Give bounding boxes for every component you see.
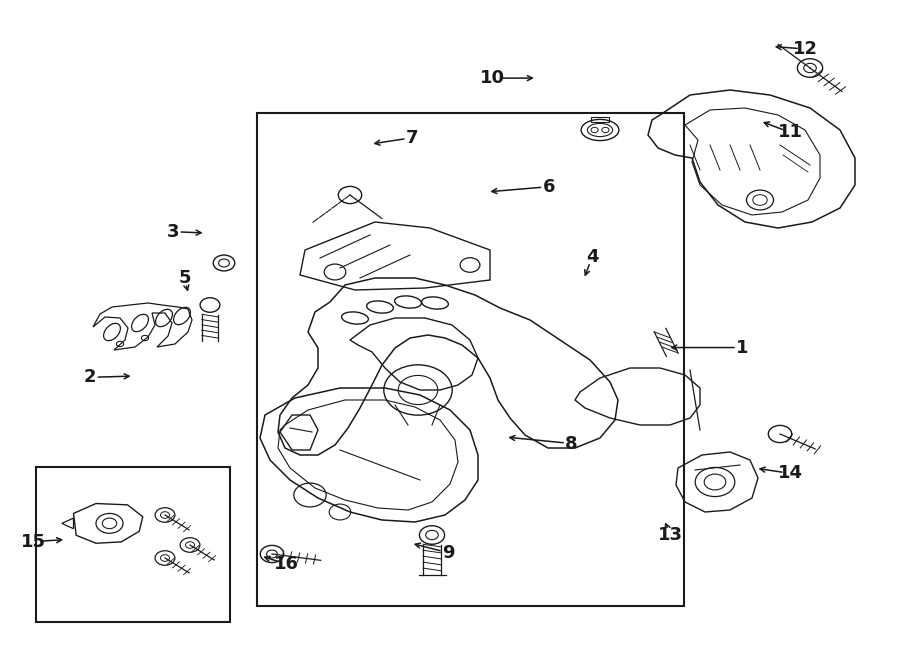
Text: 16: 16	[274, 555, 299, 573]
Text: 11: 11	[778, 123, 803, 142]
Bar	[256, 113, 684, 606]
Text: 14: 14	[778, 464, 803, 483]
Text: 15: 15	[21, 532, 46, 551]
Text: 4: 4	[586, 248, 598, 266]
Text: 3: 3	[166, 222, 179, 241]
Text: 13: 13	[658, 526, 683, 544]
Text: 1: 1	[736, 338, 749, 357]
Text: 5: 5	[178, 269, 191, 287]
Text: 7: 7	[406, 128, 419, 147]
Text: 12: 12	[793, 40, 818, 58]
Text: 6: 6	[543, 177, 555, 196]
Text: 8: 8	[565, 434, 578, 453]
Text: 2: 2	[84, 368, 96, 387]
Bar	[36, 467, 230, 622]
Text: 10: 10	[480, 69, 505, 87]
Text: 9: 9	[442, 544, 454, 562]
